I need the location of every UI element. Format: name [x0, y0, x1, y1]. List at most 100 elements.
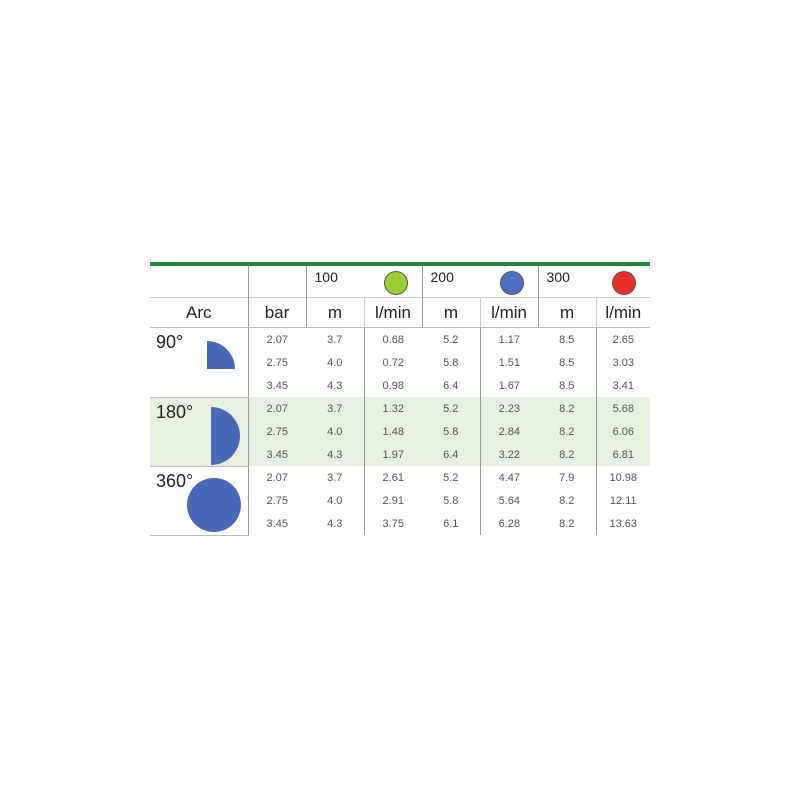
radius-value: 8.2	[538, 397, 597, 420]
radius-value: 8.5	[559, 356, 575, 369]
table-row: 2.75 4.0 0.72 5.8 1.51 8.5 3.03	[150, 351, 651, 374]
radius-value: 5.8	[443, 494, 459, 507]
empty-cell	[150, 266, 248, 298]
bar-header: bar	[247, 297, 306, 328]
flow-value: 6.28	[479, 512, 539, 535]
radius-value: 5.2	[443, 333, 459, 346]
flow-value: 2.91	[363, 489, 423, 512]
bar-value: 2.07	[247, 397, 306, 420]
radius-value: 8.5	[559, 333, 575, 346]
radius-header: m	[421, 297, 481, 328]
arc-label: 360°	[156, 470, 194, 491]
bar-value: 3.45	[247, 374, 306, 397]
flow-value: 2.61	[363, 466, 423, 489]
radius-value: 3.7	[306, 397, 364, 420]
flow-value: 3.03	[595, 351, 651, 374]
arc-cell: 180°	[150, 397, 248, 467]
flow-value: 1.48	[363, 420, 423, 443]
performance-table: 100 200 300 Arc bar m l/min m l/min m l/min 90° 2.07…	[150, 266, 651, 536]
radius-value: 7.9	[559, 471, 575, 484]
nozzle-header: 100	[305, 266, 423, 298]
header-row-units: Arc bar m l/min m l/min m l/min	[150, 297, 651, 328]
flow-header: l/min	[479, 297, 539, 328]
radius-value: 8.2	[538, 443, 597, 466]
nozzle-color-icon	[612, 270, 637, 295]
radius-value: 8.2	[559, 517, 575, 530]
nozzle-header: 200	[421, 266, 539, 298]
flow-value: 1.51	[479, 351, 539, 374]
flow-value: 1.67	[479, 374, 539, 397]
radius-value: 3.7	[327, 333, 343, 346]
flow-value: 2.23	[479, 397, 539, 420]
bar-value: 2.75	[247, 420, 306, 443]
arc-label: 180°	[156, 401, 194, 422]
performance-table-container: 100 200 300 Arc bar m l/min m l/min m l/min 90° 2.07…	[150, 262, 651, 536]
radius-value: 5.2	[422, 397, 481, 420]
flow-value: 6.06	[595, 420, 651, 443]
flow-value: 1.32	[363, 397, 423, 420]
bar-value: 2.75	[247, 489, 306, 512]
flow-value: 4.47	[479, 466, 539, 489]
radius-value: 8.5	[559, 379, 575, 392]
radius-value: 6.4	[443, 379, 459, 392]
flow-value: 0.68	[363, 327, 423, 351]
nozzle-size: 100	[314, 268, 338, 285]
radius-value: 3.7	[327, 471, 343, 484]
table-row: 90° 2.07 3.7 0.68 5.2 1.17 8.5 2.65	[150, 327, 651, 398]
flow-value: 2.84	[479, 420, 539, 443]
flow-value: 2.65	[595, 327, 651, 351]
flow-value: 0.72	[363, 351, 423, 374]
flow-value: 3.41	[595, 374, 651, 397]
radius-value: 6.1	[443, 517, 459, 530]
radius-value: 5.2	[443, 471, 459, 484]
table-row: 2.75 4.0 1.48 5.8 2.84 8.2 6.06	[150, 420, 651, 443]
nozzle-size: 200	[430, 268, 454, 285]
radius-value: 4.0	[327, 356, 343, 369]
radius-value: 8.2	[559, 494, 575, 507]
flow-header: l/min	[363, 297, 423, 328]
header-line	[150, 262, 650, 266]
bar-value: 3.45	[247, 512, 306, 535]
bar-value: 2.07	[247, 327, 306, 351]
nozzle-size: 300	[546, 268, 570, 285]
flow-header: l/min	[595, 297, 651, 328]
flow-value: 6.81	[595, 443, 651, 466]
arc-label: 90°	[156, 332, 184, 352]
flow-value: 3.22	[479, 443, 539, 466]
flow-value: 13.63	[595, 512, 651, 535]
radius-header: m	[305, 297, 364, 328]
nozzle-color-icon	[383, 270, 408, 295]
radius-header: m	[537, 297, 597, 328]
radius-value: 5.8	[443, 356, 459, 369]
arc-header: Arc	[150, 297, 248, 328]
bar-value: 3.45	[247, 443, 306, 466]
table-row: 360° 2.07 3.7 2.61 5.2 4.47 7.9 10.98	[150, 466, 651, 536]
empty-cell	[247, 266, 306, 298]
flow-value: 12.11	[595, 489, 651, 512]
radius-value: 4.3	[327, 517, 343, 530]
header-row-nozzles: 100 200 300	[150, 266, 651, 298]
flow-value: 1.97	[363, 443, 423, 466]
bar-value: 2.75	[247, 351, 306, 374]
nozzle-header: 300	[537, 266, 651, 298]
radius-value: 4.0	[306, 420, 364, 443]
table-row: 3.45 4.3 0.98 6.4 1.67 8.5 3.41	[150, 374, 651, 397]
radius-value: 5.8	[422, 420, 481, 443]
flow-value: 10.98	[595, 466, 651, 489]
radius-value: 4.3	[306, 443, 364, 466]
flow-value: 1.17	[479, 327, 539, 351]
radius-value: 4.3	[327, 379, 343, 392]
flow-value: 3.75	[363, 512, 423, 535]
flow-value: 5.68	[595, 397, 651, 420]
flow-value: 0.98	[363, 374, 423, 397]
bar-value: 2.07	[247, 466, 306, 489]
table-row: 180° 2.07 3.7 1.32 5.2 2.23 8.2 5.68	[150, 397, 651, 467]
table-row: 2.75 4.0 2.91 5.8 5.64 8.2 12.11	[150, 489, 651, 512]
radius-value: 4.0	[327, 494, 343, 507]
arc-cell: 90°	[150, 327, 248, 398]
radius-value: 6.4	[422, 443, 481, 466]
flow-value: 5.64	[479, 489, 539, 512]
radius-value: 8.2	[538, 420, 597, 443]
nozzle-color-icon	[499, 270, 524, 295]
table-row: 3.45 4.3 3.75 6.1 6.28 8.2 13.63	[150, 512, 651, 535]
